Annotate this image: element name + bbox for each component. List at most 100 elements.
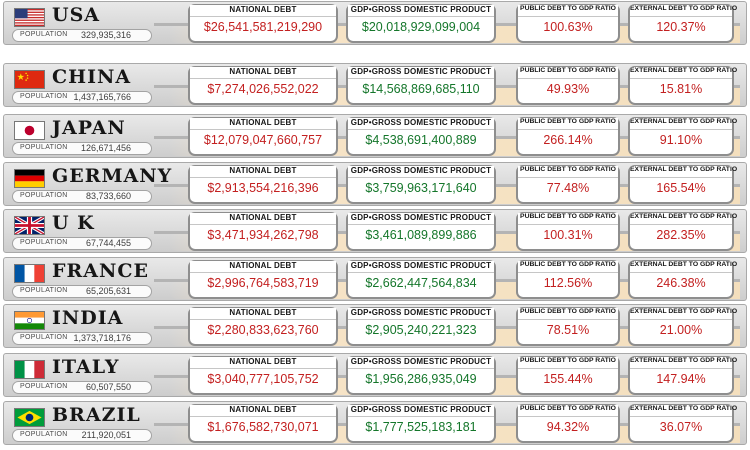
national-debt-value: $26,541,581,219,290 bbox=[203, 20, 323, 34]
population-value: 1,373,718,176 bbox=[73, 333, 131, 343]
public-debt-ratio-label: PUBLIC DEBT TO GDP RATIO bbox=[518, 308, 618, 320]
external-debt-ratio-label: EXTERNAL DEBT TO GDP RATIO bbox=[630, 261, 737, 273]
country-row-italy: ITALY POPULATION 60,507,550 NATIONAL DEB… bbox=[3, 353, 747, 397]
national-debt-box: NATIONAL DEBT $12,079,047,660,757 bbox=[188, 117, 338, 156]
external-debt-ratio-value: 36.07% bbox=[659, 420, 703, 434]
population-pill: POPULATION 329,935,316 bbox=[12, 29, 152, 42]
population-pill: POPULATION 60,507,550 bbox=[12, 381, 152, 394]
gdp-box: GDP•GROSS DOMESTIC PRODUCT $4,538,691,40… bbox=[346, 117, 496, 156]
external-debt-ratio-box: EXTERNAL DEBT TO GDP RATIO 120.37% bbox=[628, 4, 737, 43]
external-debt-ratio-label: EXTERNAL DEBT TO GDP RATIO bbox=[630, 166, 737, 178]
gdp-box: GDP•GROSS DOMESTIC PRODUCT $14,568,869,6… bbox=[346, 66, 496, 105]
public-debt-ratio-box: PUBLIC DEBT TO GDP RATIO 94.32% bbox=[516, 404, 620, 443]
external-debt-ratio-box: EXTERNAL DEBT TO GDP RATIO 165.54% bbox=[628, 165, 737, 204]
population-label: POPULATION bbox=[20, 239, 68, 246]
gdp-value: $20,018,929,099,004 bbox=[361, 20, 481, 34]
national-debt-value: $2,996,764,583,719 bbox=[207, 276, 319, 290]
public-debt-ratio-label: PUBLIC DEBT TO GDP RATIO bbox=[518, 67, 618, 79]
national-debt-label: NATIONAL DEBT bbox=[190, 261, 336, 273]
external-debt-ratio-value: 21.00% bbox=[659, 323, 703, 337]
national-debt-value: $2,913,554,216,396 bbox=[207, 181, 319, 195]
external-debt-ratio-label: EXTERNAL DEBT TO GDP RATIO bbox=[630, 357, 737, 369]
gdp-value: $3,461,089,899,886 bbox=[365, 228, 477, 242]
external-debt-ratio-box: EXTERNAL DEBT TO GDP RATIO 282.35% bbox=[628, 212, 737, 251]
country-name: INDIA bbox=[52, 307, 124, 329]
population-pill: POPULATION 126,671,456 bbox=[12, 142, 152, 155]
gdp-value: $2,905,240,221,323 bbox=[365, 323, 477, 337]
external-debt-ratio-value: 246.38% bbox=[656, 276, 706, 290]
external-debt-ratio-label: EXTERNAL DEBT TO GDP RATIO bbox=[630, 405, 737, 417]
national-debt-box: NATIONAL DEBT $2,913,554,216,396 bbox=[188, 165, 338, 204]
italy-flag-icon bbox=[14, 360, 45, 379]
gdp-label: GDP•GROSS DOMESTIC PRODUCT bbox=[348, 67, 494, 79]
national-debt-box: NATIONAL DEBT $3,040,777,105,752 bbox=[188, 356, 338, 395]
population-value: 329,935,316 bbox=[80, 30, 131, 40]
public-debt-ratio-label: PUBLIC DEBT TO GDP RATIO bbox=[518, 357, 618, 369]
national-debt-value: $2,280,833,623,760 bbox=[207, 323, 319, 337]
national-debt-label: NATIONAL DEBT bbox=[190, 5, 336, 17]
external-debt-ratio-value: 120.37% bbox=[656, 20, 706, 34]
national-debt-box: NATIONAL DEBT $3,471,934,262,798 bbox=[188, 212, 338, 251]
public-debt-ratio-box: PUBLIC DEBT TO GDP RATIO 78.51% bbox=[516, 307, 620, 346]
population-value: 1,437,165,766 bbox=[73, 92, 131, 102]
country-name: U K bbox=[52, 212, 95, 234]
country-row-us: USA POPULATION 329,935,316 NATIONAL DEBT… bbox=[3, 1, 747, 45]
public-debt-ratio-value: 112.56% bbox=[543, 276, 593, 290]
gdp-box: GDP•GROSS DOMESTIC PRODUCT $3,759,963,17… bbox=[346, 165, 496, 204]
gdp-box: GDP•GROSS DOMESTIC PRODUCT $2,662,447,56… bbox=[346, 260, 496, 299]
gdp-value: $4,538,691,400,889 bbox=[365, 133, 477, 147]
population-value: 126,671,456 bbox=[80, 143, 131, 153]
national-debt-label: NATIONAL DEBT bbox=[190, 405, 336, 417]
country-row-japan: JAPAN POPULATION 126,671,456 NATIONAL DE… bbox=[3, 114, 747, 158]
national-debt-box: NATIONAL DEBT $7,274,026,552,022 bbox=[188, 66, 338, 105]
external-debt-ratio-box: EXTERNAL DEBT TO GDP RATIO 91.10% bbox=[628, 117, 737, 156]
national-debt-label: NATIONAL DEBT bbox=[190, 118, 336, 130]
national-debt-value: $12,079,047,660,757 bbox=[203, 133, 323, 147]
gdp-label: GDP•GROSS DOMESTIC PRODUCT bbox=[348, 166, 494, 178]
gdp-label: GDP•GROSS DOMESTIC PRODUCT bbox=[348, 308, 494, 320]
population-label: POPULATION bbox=[20, 334, 68, 341]
national-debt-value: $1,676,582,730,071 bbox=[207, 420, 319, 434]
country-name: JAPAN bbox=[52, 117, 126, 139]
population-pill: POPULATION 1,373,718,176 bbox=[12, 332, 152, 345]
gdp-value: $2,662,447,564,834 bbox=[365, 276, 477, 290]
public-debt-ratio-box: PUBLIC DEBT TO GDP RATIO 266.14% bbox=[516, 117, 620, 156]
gdp-label: GDP•GROSS DOMESTIC PRODUCT bbox=[348, 357, 494, 369]
population-label: POPULATION bbox=[20, 431, 68, 438]
india-flag-icon bbox=[14, 311, 45, 330]
country-name: FRANCE bbox=[52, 260, 149, 282]
national-debt-label: NATIONAL DEBT bbox=[190, 166, 336, 178]
us-flag-icon bbox=[14, 8, 45, 27]
population-pill: POPULATION 211,920,051 bbox=[12, 429, 152, 442]
population-pill: POPULATION 67,744,455 bbox=[12, 237, 152, 250]
external-debt-ratio-value: 15.81% bbox=[659, 82, 703, 96]
national-debt-value: $3,040,777,105,752 bbox=[207, 372, 319, 386]
external-debt-ratio-label: EXTERNAL DEBT TO GDP RATIO bbox=[630, 5, 737, 17]
national-debt-label: NATIONAL DEBT bbox=[190, 308, 336, 320]
national-debt-value: $7,274,026,552,022 bbox=[207, 82, 319, 96]
external-debt-ratio-label: EXTERNAL DEBT TO GDP RATIO bbox=[630, 118, 737, 130]
national-debt-value: $3,471,934,262,798 bbox=[207, 228, 319, 242]
public-debt-ratio-label: PUBLIC DEBT TO GDP RATIO bbox=[518, 166, 618, 178]
national-debt-box: NATIONAL DEBT $2,996,764,583,719 bbox=[188, 260, 338, 299]
china-flag-icon bbox=[14, 70, 45, 89]
brazil-flag-icon bbox=[14, 408, 45, 427]
external-debt-ratio-value: 282.35% bbox=[656, 228, 706, 242]
japan-flag-icon bbox=[14, 121, 45, 140]
country-name: ITALY bbox=[52, 356, 120, 378]
public-debt-ratio-value: 94.32% bbox=[546, 420, 590, 434]
population-value: 211,920,051 bbox=[81, 430, 131, 440]
public-debt-ratio-value: 266.14% bbox=[543, 133, 593, 147]
public-debt-ratio-label: PUBLIC DEBT TO GDP RATIO bbox=[518, 261, 618, 273]
country-row-brazil: BRAZIL POPULATION 211,920,051 NATIONAL D… bbox=[3, 401, 747, 445]
national-debt-box: NATIONAL DEBT $26,541,581,219,290 bbox=[188, 4, 338, 43]
population-label: POPULATION bbox=[20, 192, 68, 199]
gdp-box: GDP•GROSS DOMESTIC PRODUCT $2,905,240,22… bbox=[346, 307, 496, 346]
france-flag-icon bbox=[14, 264, 45, 283]
population-label: POPULATION bbox=[20, 31, 68, 38]
public-debt-ratio-value: 78.51% bbox=[546, 323, 590, 337]
national-debt-label: NATIONAL DEBT bbox=[190, 213, 336, 225]
public-debt-ratio-label: PUBLIC DEBT TO GDP RATIO bbox=[518, 213, 618, 225]
public-debt-ratio-value: 100.31% bbox=[543, 228, 593, 242]
